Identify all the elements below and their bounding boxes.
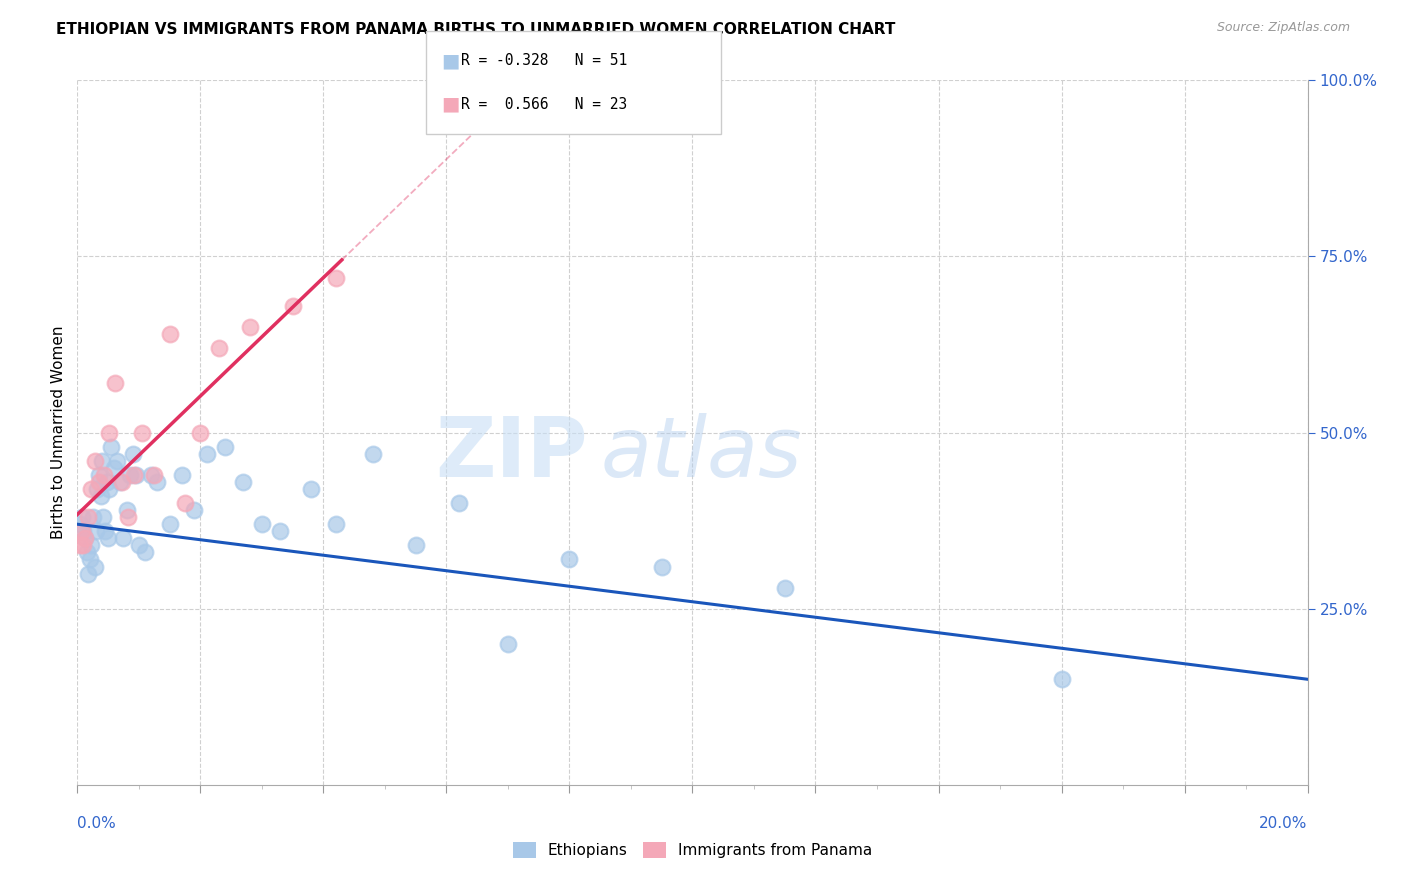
Point (141, 467, 163, 482)
Legend: Ethiopians, Immigrants from Panama: Ethiopians, Immigrants from Panama (513, 842, 872, 858)
Point (96, 475, 118, 489)
Point (361, 447, 384, 461)
Point (122, 467, 145, 482)
Point (773, 581, 796, 595)
Point (159, 517, 181, 532)
Text: atlas: atlas (600, 413, 801, 494)
Text: ETHIOPIAN VS IMMIGRANTS FROM PANAMA BIRTHS TO UNMARRIED WOMEN CORRELATION CHART: ETHIOPIAN VS IMMIGRANTS FROM PANAMA BIRT… (56, 22, 896, 37)
Point (1050, 673, 1073, 687)
Point (190, 425, 212, 440)
Point (110, 475, 132, 489)
Point (496, 637, 519, 651)
Point (69, 538, 91, 552)
Point (70, 510, 93, 524)
Point (84, 524, 107, 539)
Point (112, 532, 135, 546)
Point (250, 517, 273, 532)
Point (558, 552, 581, 566)
Point (77, 566, 100, 581)
Point (76, 545, 98, 559)
Point (69, 517, 91, 532)
Point (100, 440, 122, 454)
Text: ■: ■ (441, 95, 460, 113)
Point (121, 447, 143, 461)
Point (91, 510, 114, 524)
Point (146, 475, 169, 489)
Point (79, 552, 101, 566)
Point (73, 532, 96, 546)
Point (94, 524, 117, 539)
Point (104, 376, 127, 391)
Point (239, 319, 262, 334)
Point (208, 341, 231, 355)
Point (214, 440, 236, 454)
Point (105, 454, 128, 468)
Point (75, 532, 97, 546)
Point (651, 559, 673, 574)
Point (83, 454, 105, 468)
Text: R =  0.566   N = 23: R = 0.566 N = 23 (461, 96, 627, 112)
Point (72, 524, 94, 539)
Point (80, 482, 103, 496)
Point (118, 467, 141, 482)
Point (183, 503, 205, 517)
Point (111, 475, 132, 489)
Point (299, 482, 322, 496)
Point (232, 475, 254, 489)
Point (82, 510, 104, 524)
Y-axis label: Births to Unmarried Women: Births to Unmarried Women (51, 326, 66, 540)
Point (117, 510, 139, 524)
Point (76, 510, 98, 524)
Point (98, 482, 121, 496)
Point (170, 467, 193, 482)
Point (405, 538, 427, 552)
Point (86, 482, 108, 496)
Point (97, 532, 120, 546)
Point (131, 425, 153, 440)
Point (159, 326, 181, 341)
Point (80, 538, 103, 552)
Text: 20.0%: 20.0% (1260, 816, 1308, 831)
Point (325, 517, 347, 532)
Point (281, 299, 304, 313)
Point (143, 467, 166, 482)
Point (195, 447, 218, 461)
Text: R = -0.328   N = 51: R = -0.328 N = 51 (461, 54, 627, 69)
Point (87, 475, 110, 489)
Point (83, 559, 105, 574)
Point (128, 538, 150, 552)
Point (87, 467, 110, 482)
Text: Source: ZipAtlas.com: Source: ZipAtlas.com (1216, 21, 1350, 34)
Point (447, 496, 470, 510)
Point (98, 425, 121, 440)
Point (174, 496, 197, 510)
Text: 0.0%: 0.0% (77, 816, 117, 831)
Text: ■: ■ (441, 52, 460, 70)
Point (90, 454, 114, 468)
Text: ZIP: ZIP (436, 413, 588, 494)
Point (72, 538, 94, 552)
Point (93, 467, 115, 482)
Point (90, 489, 112, 503)
Point (115, 503, 138, 517)
Point (134, 545, 156, 559)
Point (125, 467, 148, 482)
Point (103, 460, 125, 475)
Point (70, 524, 93, 539)
Point (325, 270, 347, 285)
Point (269, 524, 291, 539)
